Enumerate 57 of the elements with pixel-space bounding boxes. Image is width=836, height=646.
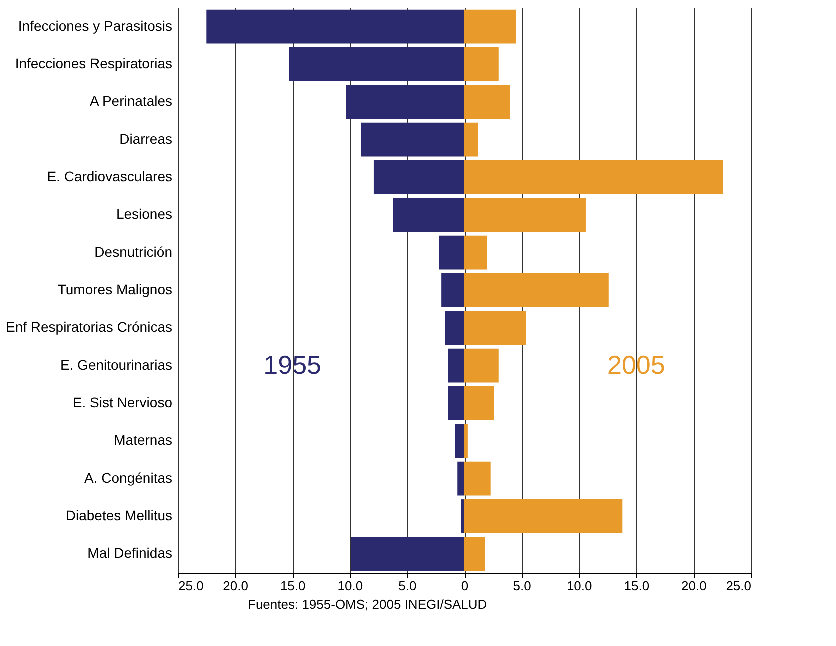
bar [464, 160, 724, 194]
bar [464, 537, 486, 572]
x-tick-label: 20.0 [682, 578, 707, 594]
x-tick-label: 20.0 [223, 578, 248, 594]
bar [464, 48, 499, 82]
y-tick-label: Tumores Malignos [58, 282, 172, 298]
bar [439, 236, 464, 270]
bar [442, 274, 464, 308]
bar [351, 537, 464, 572]
bar [361, 122, 464, 157]
y-tick-label: Lesiones [116, 206, 172, 222]
bar [464, 274, 609, 308]
x-tick-label: 15.0 [624, 578, 650, 594]
bar [464, 311, 526, 346]
bar [206, 10, 464, 44]
bar [448, 348, 464, 383]
y-tick-label: Infecciones Respiratorias [15, 56, 172, 72]
bar [464, 85, 510, 120]
y-tick-label: Desnutrición [94, 244, 172, 260]
bar [448, 386, 464, 420]
bar [464, 348, 499, 383]
bar [346, 85, 464, 120]
x-tick-label: 25.0 [726, 578, 752, 594]
x-tick-label: 15.0 [280, 578, 306, 594]
bar [464, 500, 623, 534]
bar [464, 10, 516, 44]
x-tick-label: 10.0 [338, 578, 364, 594]
bar [445, 311, 464, 346]
bar [458, 462, 464, 496]
x-tick-label: 10.0 [566, 578, 592, 594]
x-tick-label: 5.0 [513, 578, 532, 594]
bar [464, 424, 468, 458]
x-tick-label: 5.0 [398, 578, 417, 594]
bar [464, 122, 478, 157]
y-tick-label: E. Cardiovasculares [47, 168, 172, 184]
y-tick-label: Mal Definidas [88, 545, 172, 562]
y-tick-label: Infecciones y Parasitosis [18, 18, 172, 34]
y-tick-label: Enf Respiratorias Crónicas [6, 319, 172, 336]
bar [461, 500, 464, 534]
y-tick-label: Diarreas [120, 130, 172, 147]
bar [455, 424, 464, 458]
bar [289, 48, 464, 82]
bar [464, 462, 491, 496]
x-tick-label: 25.0 [178, 578, 204, 594]
y-tick-label: E. Sist Nervioso [72, 394, 173, 410]
y-tick-label: A. Congénitas [84, 470, 172, 486]
y-tick-label: E. Genitourinarias [60, 356, 172, 373]
bar [374, 160, 464, 194]
y-tick-label: Maternas [114, 432, 172, 448]
bar [464, 236, 488, 270]
source-note: Fuentes: 1955-OMS; 2005 INEGI/SALUD [248, 597, 488, 612]
bar [464, 198, 586, 232]
y-tick-label: Diabetes Mellitus [66, 508, 172, 524]
bar [393, 198, 464, 232]
bar [464, 386, 494, 420]
x-tick-label: 0 [461, 578, 469, 594]
y-tick-label: A Perinatales [90, 93, 172, 110]
